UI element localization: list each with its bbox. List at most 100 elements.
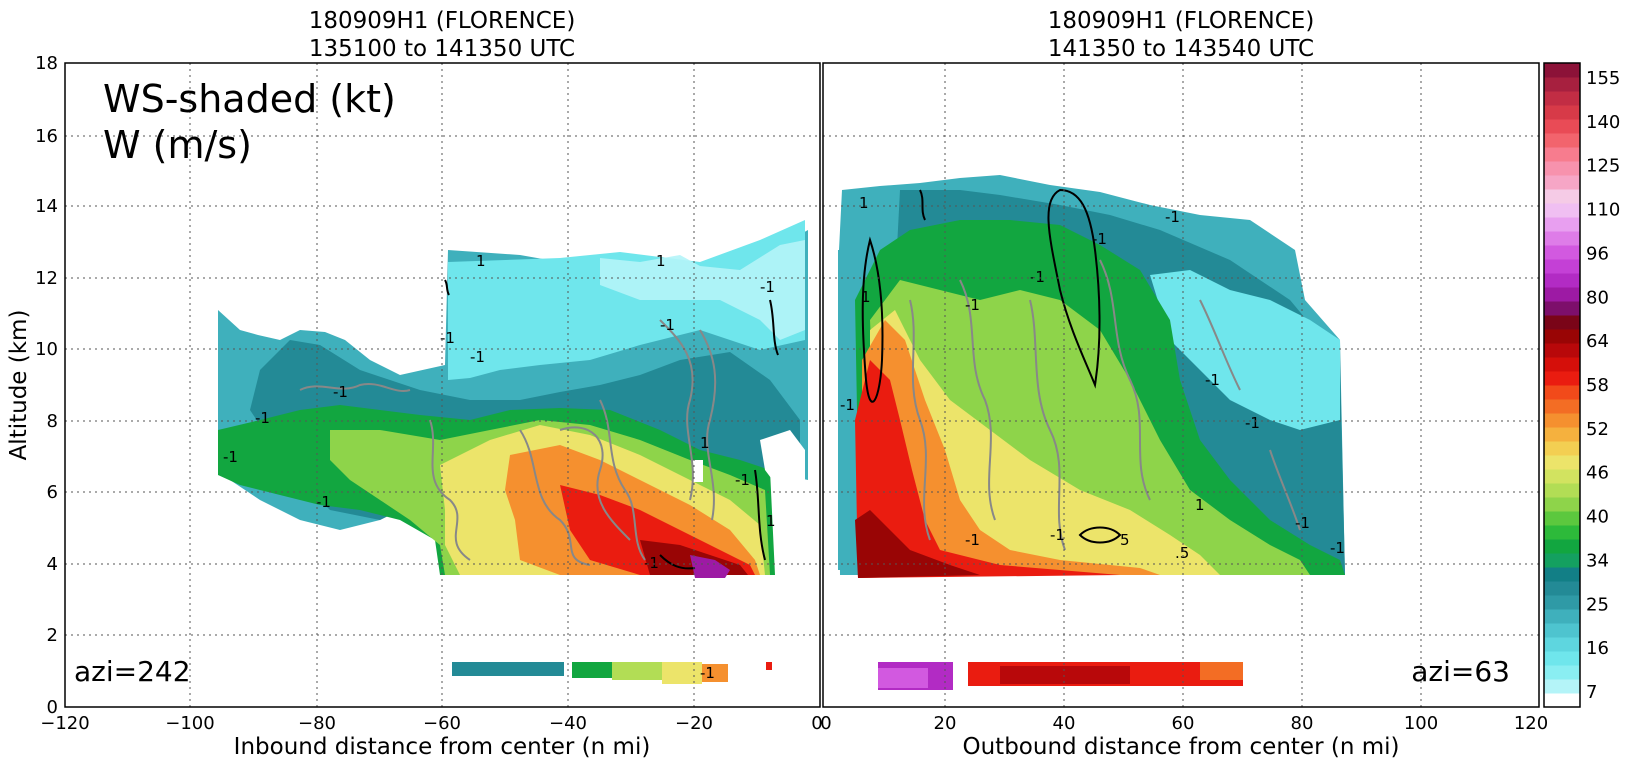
- colorbar-swatch: [1544, 679, 1580, 694]
- y-tick-label: 0: [47, 697, 58, 718]
- colorbar-swatch: [1544, 385, 1580, 400]
- colorbar-tick-label: 52: [1586, 419, 1609, 440]
- left-annotation-line1: WS-shaded (kt): [103, 77, 396, 121]
- colorbar-swatch: [1544, 287, 1580, 302]
- x-tick-label: −60: [423, 713, 461, 734]
- colorbar-swatch: [1544, 343, 1580, 358]
- colorbar-tick-label: 140: [1586, 112, 1620, 133]
- right-contour-label: -1: [965, 296, 980, 314]
- left-contour-label: 1: [766, 512, 776, 530]
- left-contour-label: -1: [333, 383, 348, 401]
- left-low-strip-green: [572, 662, 612, 678]
- colorbar-swatch: [1544, 329, 1580, 344]
- y-tick-label: 14: [35, 196, 58, 217]
- right-contour-label: 5: [1120, 531, 1130, 549]
- left-contour-label: 1: [700, 434, 710, 452]
- x-tick-label: 60: [1172, 713, 1195, 734]
- x-tick-label: 40: [1053, 713, 1076, 734]
- colorbar-swatch: [1544, 231, 1580, 246]
- colorbar-swatch: [1544, 497, 1580, 512]
- colorbar-swatch: [1544, 259, 1580, 274]
- colorbar-tick-label: 16: [1586, 638, 1609, 659]
- y-tick-label: 6: [47, 482, 58, 503]
- right-title-line2: 141350 to 143540 UTC: [1048, 36, 1314, 62]
- colorbar-swatch: [1544, 91, 1580, 106]
- colorbar-swatch: [1544, 441, 1580, 456]
- left-contour-label: -1: [223, 448, 238, 466]
- right-contour-label: .5: [1175, 544, 1189, 562]
- colorbar-swatch: [1544, 301, 1580, 316]
- colorbar-swatch: [1544, 371, 1580, 386]
- left-contour-label: -1: [255, 409, 270, 427]
- left-annotation-line2: W (m/s): [103, 123, 252, 167]
- x-tick-label: 100: [1404, 713, 1438, 734]
- colorbar-swatch: [1544, 623, 1580, 638]
- left-contour-label: 1: [656, 252, 666, 270]
- colorbar-swatch: [1544, 119, 1580, 134]
- colorbar-swatch: [1544, 651, 1580, 666]
- colorbar-swatch: [1544, 77, 1580, 92]
- right-plot-frame: [822, 62, 1540, 708]
- x-tick-label: −80: [298, 713, 336, 734]
- colorbar-tick-label: 110: [1586, 200, 1620, 221]
- right-shade-inner-edge: [838, 250, 854, 570]
- right-panel: 180909H1 (FLORENCE) 141350 to 143540 UTC: [820, 8, 1548, 760]
- right-x-axis-label: Outbound distance from center (n mi): [963, 734, 1400, 760]
- colorbar-frame: [1543, 62, 1581, 708]
- y-tick-label: 12: [35, 268, 58, 289]
- colorbar-swatch: [1544, 637, 1580, 652]
- x-tick-label: −120: [40, 713, 89, 734]
- left-shade-light-cyan: [448, 220, 805, 380]
- right-contour-label: -1: [840, 396, 855, 414]
- colorbar-swatch: [1544, 525, 1580, 540]
- right-x-ticks: 0 20 40 60 80 100 120: [820, 713, 1548, 734]
- colorbar: 7 16 25 34 40 46 52 58 64 80 96 110 125 140 155: [1543, 62, 1620, 708]
- x-tick-label: 20: [934, 713, 957, 734]
- right-low-strip-dark-red: [1000, 666, 1130, 684]
- right-contour-label: -1: [1330, 539, 1345, 557]
- right-low-strip-magenta: [878, 668, 928, 688]
- colorbar-tick-label: 96: [1586, 243, 1609, 264]
- right-contour-label: -1: [1205, 371, 1220, 389]
- y-axis-label: Altitude (km): [6, 310, 32, 461]
- left-x-ticks: −120 −100 −80 −60 −40 −20 0: [40, 713, 822, 734]
- right-shade-light-cyan: [1150, 270, 1340, 430]
- colorbar-swatch: [1544, 203, 1580, 218]
- colorbar-swatch: [1544, 693, 1580, 708]
- colorbar-swatch: [1544, 63, 1580, 78]
- right-black-contours: [861, 188, 1122, 544]
- colorbar-swatch: [1544, 553, 1580, 568]
- left-contour-label: 1: [476, 252, 486, 270]
- colorbar-swatch: [1544, 357, 1580, 372]
- y-tick-label: 18: [35, 53, 58, 74]
- right-contour-label: -1: [1092, 230, 1107, 248]
- left-wind-speed-field: 1 -1 -1 -1 -1 1 -1 -1 -1 -1 1 -1 -1 -1 1: [218, 220, 808, 684]
- left-shade-pale-cyan: [600, 240, 805, 340]
- right-contour-label: -1: [1295, 514, 1310, 532]
- right-contour-label: -1: [1030, 268, 1045, 286]
- left-panel: 180909H1 (FLORENCE) 135100 to 141350 UTC: [6, 8, 823, 760]
- left-contour-label: -1: [735, 471, 750, 489]
- left-black-contours: [444, 279, 779, 570]
- colorbar-swatch: [1544, 539, 1580, 554]
- right-shade-red: [855, 360, 1120, 578]
- colorbar-swatch: [1544, 665, 1580, 680]
- colorbar-tick-label: 64: [1586, 331, 1609, 352]
- right-contour-label: -1: [965, 531, 980, 549]
- colorbar-tick-label: 155: [1586, 68, 1620, 89]
- colorbar-swatch: [1544, 511, 1580, 526]
- colorbar-swatch: [1544, 273, 1580, 288]
- colorbar-tick-label: 46: [1586, 463, 1609, 484]
- left-low-strip-orange: [702, 664, 728, 682]
- colorbar-swatch: [1544, 161, 1580, 176]
- right-shade-dark-red: [855, 510, 980, 578]
- x-tick-label: 0: [820, 713, 831, 734]
- left-contour-labels: 1 -1 -1 -1 -1 1 -1 -1 -1 -1 1 -1 -1 -1 1: [223, 252, 776, 682]
- x-tick-label: −40: [549, 713, 587, 734]
- colorbar-swatch: [1544, 105, 1580, 120]
- right-contour-label: 1: [861, 288, 871, 306]
- left-y-ticks: 0 2 4 6 8 10 12 14 16 18: [35, 53, 58, 718]
- left-x-axis-label: Inbound distance from center (n mi): [234, 734, 651, 760]
- colorbar-swatch: [1544, 469, 1580, 484]
